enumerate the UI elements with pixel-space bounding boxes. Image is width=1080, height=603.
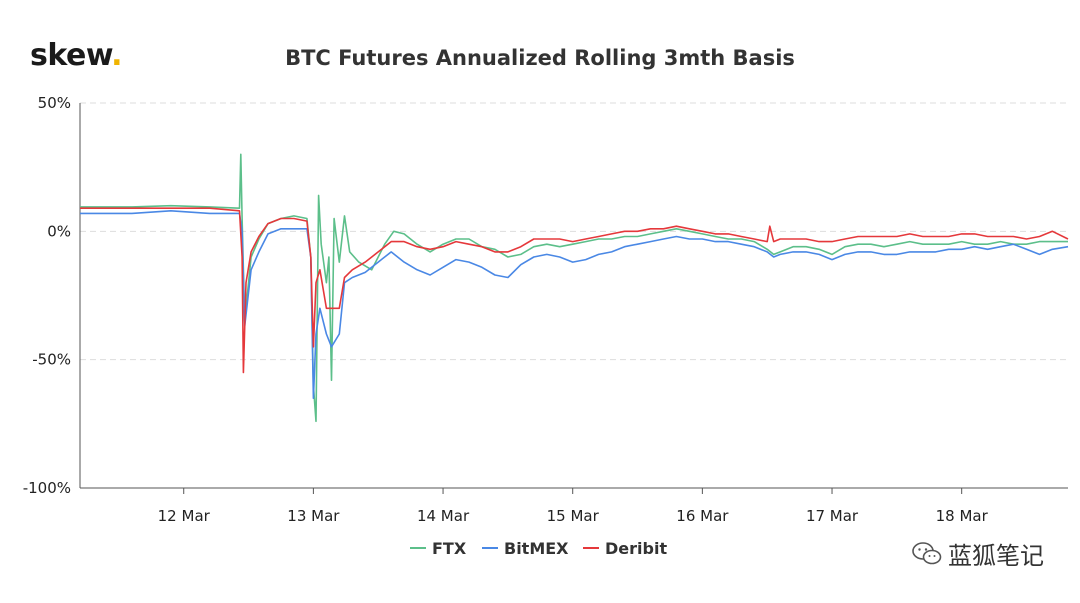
series-line-bitmex	[80, 210, 1069, 399]
legend-label-ftx: FTX	[432, 539, 467, 558]
x-tick-label: 14 Mar	[417, 507, 470, 525]
series-lines	[80, 153, 1069, 423]
series-line-ftx	[80, 153, 1068, 423]
tick-labels: 50% 0% -50% -100% 12 Mar 13 Mar 14 Mar 15 Mar 16…	[23, 94, 989, 525]
watermark: 蓝狐笔记	[912, 536, 1044, 571]
chart-title: BTC Futures Annualized Rolling 3mth Basi…	[285, 46, 795, 70]
y-tick-label: 50%	[38, 94, 71, 112]
x-tick-label: 15 Mar	[547, 507, 600, 525]
axes	[79, 103, 1068, 494]
x-tick-label: 18 Mar	[936, 507, 989, 525]
x-tick-label: 13 Mar	[287, 507, 340, 525]
y-tick-label: -50%	[32, 351, 71, 369]
wechat-icon	[912, 541, 942, 564]
x-tick-label: 16 Mar	[676, 507, 729, 525]
grid-lines	[80, 102, 1068, 361]
legend: FTX BitMEX Deribit	[410, 539, 667, 558]
x-tick-label: 12 Mar	[158, 507, 211, 525]
skew-logo: skew.	[30, 38, 123, 73]
series-line-deribit	[80, 207, 1069, 374]
y-tick-label: -100%	[23, 479, 71, 497]
logo-text: skew	[30, 38, 112, 73]
x-tick-label: 17 Mar	[806, 507, 859, 525]
legend-label-deribit: Deribit	[605, 539, 667, 558]
legend-label-bitmex: BitMEX	[504, 539, 569, 558]
watermark-text: 蓝狐笔记	[948, 542, 1044, 570]
logo-dot: .	[111, 38, 123, 73]
y-tick-label: 0%	[47, 222, 71, 240]
